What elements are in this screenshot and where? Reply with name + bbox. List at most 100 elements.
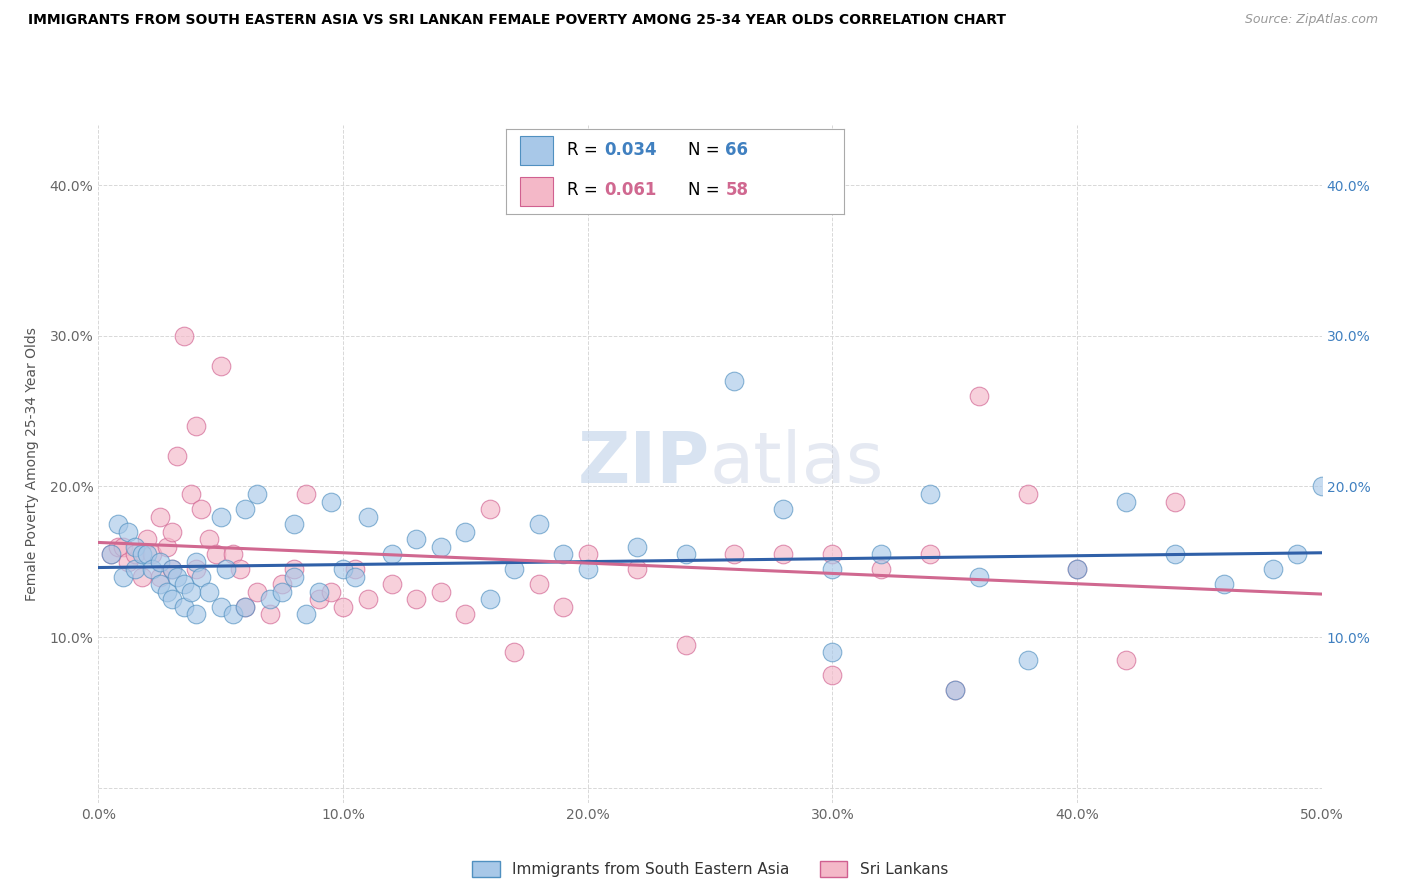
Point bbox=[190, 570, 212, 584]
Point bbox=[295, 607, 318, 622]
Point bbox=[229, 562, 252, 576]
Point bbox=[356, 509, 378, 524]
Point bbox=[356, 592, 378, 607]
Point bbox=[405, 592, 427, 607]
Text: R =: R = bbox=[567, 181, 603, 199]
Point bbox=[332, 562, 354, 576]
Point bbox=[1261, 562, 1284, 576]
Point bbox=[821, 667, 844, 681]
Point bbox=[186, 562, 208, 576]
Text: 66: 66 bbox=[725, 141, 748, 159]
Point bbox=[111, 570, 134, 584]
Point bbox=[675, 547, 697, 561]
Point bbox=[233, 502, 256, 516]
Point bbox=[295, 487, 318, 501]
Point bbox=[107, 540, 129, 554]
Point bbox=[233, 599, 256, 614]
Y-axis label: Female Poverty Among 25-34 Year Olds: Female Poverty Among 25-34 Year Olds bbox=[24, 326, 38, 601]
Text: Source: ZipAtlas.com: Source: ZipAtlas.com bbox=[1244, 13, 1378, 27]
Point bbox=[821, 547, 844, 561]
Point bbox=[723, 547, 745, 561]
Point bbox=[149, 577, 172, 591]
Point bbox=[124, 562, 146, 576]
Point bbox=[186, 607, 208, 622]
Point bbox=[344, 562, 367, 576]
Point bbox=[381, 577, 404, 591]
Point bbox=[430, 540, 453, 554]
Point bbox=[478, 592, 501, 607]
Point bbox=[160, 562, 183, 576]
Point bbox=[308, 592, 330, 607]
Point bbox=[149, 555, 172, 569]
Bar bbox=[520, 177, 554, 206]
Point bbox=[344, 570, 367, 584]
Point bbox=[1115, 494, 1137, 508]
Point bbox=[131, 570, 153, 584]
Point bbox=[1164, 547, 1187, 561]
Point bbox=[821, 645, 844, 659]
Text: 58: 58 bbox=[725, 181, 748, 199]
Point bbox=[259, 592, 281, 607]
Legend: Immigrants from South Eastern Asia, Sri Lankans: Immigrants from South Eastern Asia, Sri … bbox=[465, 855, 955, 883]
Point bbox=[1066, 562, 1088, 576]
Point bbox=[246, 487, 269, 501]
Point bbox=[772, 502, 794, 516]
Point bbox=[920, 547, 942, 561]
Point bbox=[332, 599, 354, 614]
Point bbox=[186, 419, 208, 434]
Point bbox=[136, 532, 159, 546]
Text: atlas: atlas bbox=[710, 429, 884, 499]
Point bbox=[675, 638, 697, 652]
Point bbox=[283, 517, 305, 532]
Point bbox=[149, 570, 172, 584]
Point bbox=[454, 607, 477, 622]
Text: 0.061: 0.061 bbox=[605, 181, 657, 199]
Point bbox=[503, 645, 526, 659]
Point bbox=[772, 547, 794, 561]
Point bbox=[124, 547, 146, 561]
Point bbox=[166, 570, 188, 584]
Text: N =: N = bbox=[689, 141, 725, 159]
Point bbox=[107, 517, 129, 532]
Point bbox=[381, 547, 404, 561]
Bar bbox=[520, 136, 554, 165]
Point bbox=[430, 585, 453, 599]
Point bbox=[1017, 653, 1039, 667]
Point bbox=[222, 547, 245, 561]
Point bbox=[308, 585, 330, 599]
Point bbox=[527, 517, 550, 532]
Point bbox=[270, 577, 294, 591]
Point bbox=[214, 562, 236, 576]
Point bbox=[1310, 479, 1333, 493]
Text: 0.034: 0.034 bbox=[605, 141, 657, 159]
Point bbox=[870, 562, 893, 576]
Point bbox=[131, 547, 153, 561]
Point bbox=[1066, 562, 1088, 576]
Text: N =: N = bbox=[689, 181, 725, 199]
Text: ZIP: ZIP bbox=[578, 429, 710, 499]
Point bbox=[166, 450, 188, 464]
Point bbox=[283, 570, 305, 584]
Point bbox=[141, 547, 163, 561]
Point bbox=[527, 577, 550, 591]
Point bbox=[136, 547, 159, 561]
Point bbox=[180, 487, 202, 501]
Point bbox=[478, 502, 501, 516]
Point bbox=[190, 502, 212, 516]
Point bbox=[246, 585, 269, 599]
Point bbox=[233, 599, 256, 614]
Point bbox=[1212, 577, 1234, 591]
Point bbox=[180, 585, 202, 599]
Point bbox=[100, 547, 122, 561]
Point bbox=[576, 547, 599, 561]
Point bbox=[173, 599, 195, 614]
Point bbox=[117, 555, 139, 569]
Point bbox=[1164, 494, 1187, 508]
Point bbox=[1115, 653, 1137, 667]
Point bbox=[967, 389, 990, 403]
Point bbox=[283, 562, 305, 576]
Point bbox=[319, 585, 342, 599]
Point bbox=[723, 374, 745, 388]
Point bbox=[553, 547, 575, 561]
Point bbox=[160, 562, 183, 576]
